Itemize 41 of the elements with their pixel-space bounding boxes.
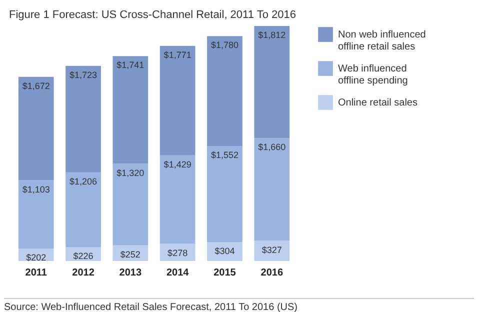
data-label: $1,320 [116, 168, 144, 178]
data-label: $1,771 [164, 50, 192, 60]
data-label: $1,103 [22, 184, 50, 194]
x-tick-label: 2011 [25, 268, 48, 278]
data-label: $1,206 [70, 176, 98, 186]
data-label: $1,672 [22, 80, 50, 91]
chart-title: Figure 1 Forecast: US Cross-Channel Retail, 2011 To 2016 [9, 9, 296, 21]
x-tick-label: 2014 [166, 268, 190, 278]
x-tick-label: 2015 [214, 268, 236, 278]
bar [112, 56, 148, 164]
data-label: $226 [73, 251, 94, 262]
bar [160, 155, 196, 244]
bar [18, 76, 54, 180]
data-label: $327 [262, 244, 282, 255]
data-label: $252 [120, 249, 140, 260]
bar [207, 36, 242, 146]
bar [254, 26, 290, 138]
bar [18, 180, 54, 249]
bar [254, 138, 290, 241]
x-tick-label: 2016 [260, 268, 284, 278]
data-label: $1,429 [164, 159, 192, 170]
bar [160, 46, 196, 156]
bar [112, 164, 148, 246]
x-tick-label: 2013 [119, 268, 142, 278]
data-label: $304 [214, 246, 235, 256]
data-label: $1,723 [70, 70, 98, 80]
data-label: $202 [26, 252, 46, 263]
bar [66, 66, 101, 172]
data-label: $1,741 [116, 60, 144, 70]
data-label: $1,812 [258, 30, 286, 40]
data-label: $1,660 [258, 142, 286, 152]
legend-label: Non web influenced offline retail sales [338, 30, 426, 52]
legend-label: Web influenced offline spending [338, 64, 408, 86]
bar [207, 146, 242, 242]
source-note: Source: Web-Influenced Retail Sales Forecast, 2011 To 2016 (US) [4, 302, 298, 312]
data-label: $1,780 [210, 40, 238, 50]
bar [66, 172, 101, 248]
x-tick-label: 2012 [72, 268, 95, 278]
data-label: $278 [168, 248, 188, 258]
legend-label: Online retail sales [338, 98, 418, 108]
data-label: $1,552 [210, 150, 238, 160]
